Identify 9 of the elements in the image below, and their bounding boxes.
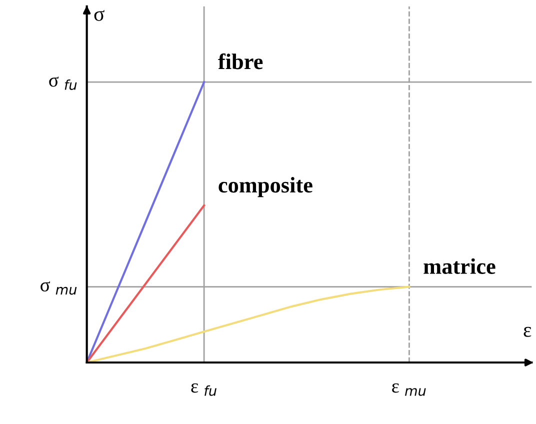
series-label: matrice bbox=[424, 258, 496, 274]
ref-line-label: σ $_{fu}$ bbox=[49, 76, 77, 90]
x-axis-title: ε bbox=[524, 326, 532, 337]
x-tick-label: ε $_{mu}$ bbox=[392, 383, 426, 396]
ref-line-label: σ $_{mu}$ bbox=[40, 281, 77, 295]
y-axis-title: σ bbox=[94, 10, 104, 22]
series-label: fibre bbox=[218, 53, 263, 70]
x-tick-label: ε $_{fu}$ bbox=[191, 383, 216, 396]
series-label: composite bbox=[218, 176, 312, 198]
